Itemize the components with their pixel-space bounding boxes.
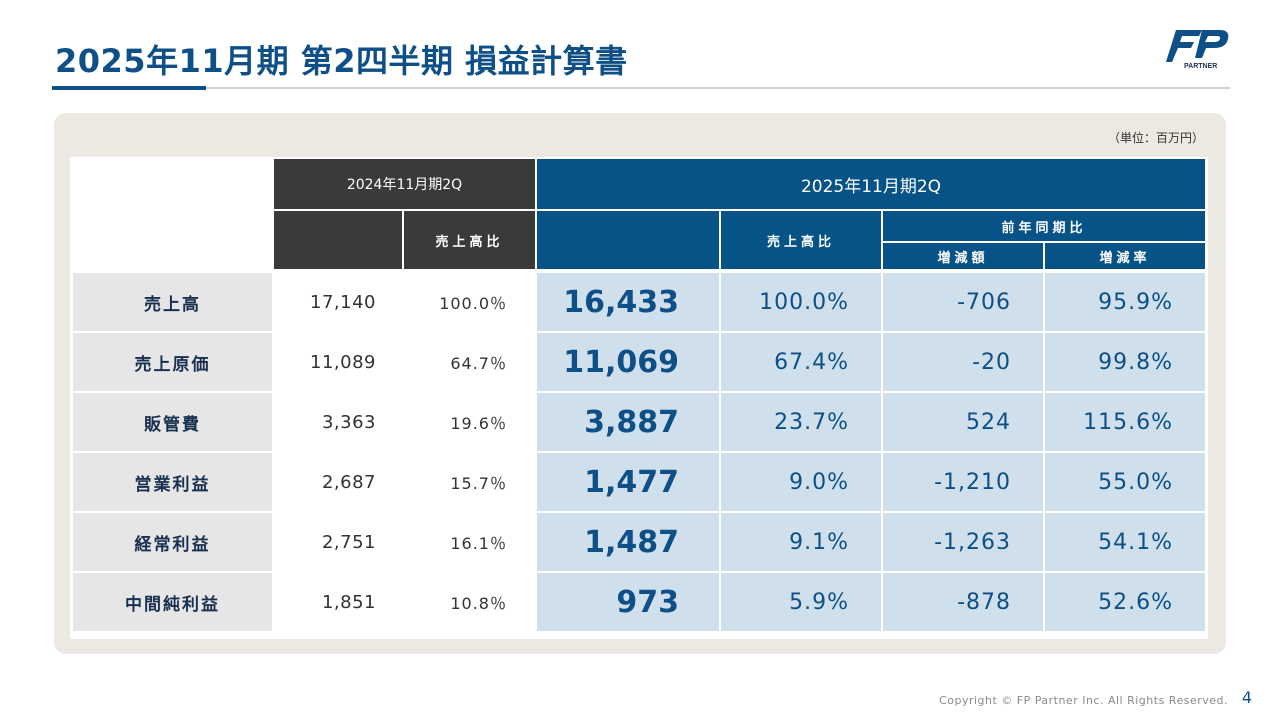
change-amount: -1,263 bbox=[883, 513, 1043, 571]
row-label: 売上高 bbox=[73, 273, 272, 331]
curr-ratio: 23.7% bbox=[721, 393, 881, 451]
prev-value: 2,751 bbox=[274, 513, 402, 571]
change-amount: -20 bbox=[883, 333, 1043, 391]
page-number: 4 bbox=[1241, 688, 1252, 707]
curr-ratio: 9.1% bbox=[721, 513, 881, 571]
row-label: 経常利益 bbox=[73, 513, 272, 571]
header-yoy: 前年同期比 bbox=[883, 211, 1205, 241]
change-rate: 95.9% bbox=[1045, 273, 1205, 331]
prev-value: 17,140 bbox=[274, 273, 402, 331]
prev-ratio: 10.8％ bbox=[404, 573, 535, 631]
change-amount: -1,210 bbox=[883, 453, 1043, 511]
row-label: 販管費 bbox=[73, 393, 272, 451]
header-change-rate: 増減率 bbox=[1045, 243, 1205, 269]
curr-value: 3,887 bbox=[537, 393, 719, 451]
change-rate: 52.6% bbox=[1045, 573, 1205, 631]
row-label: 営業利益 bbox=[73, 453, 272, 511]
header-prev-period: 2024年11月期2Q bbox=[274, 159, 535, 209]
prev-value: 11,089 bbox=[274, 333, 402, 391]
row-label: 売上原価 bbox=[73, 333, 272, 391]
header-prev-value-blank bbox=[274, 211, 402, 269]
curr-ratio: 5.9% bbox=[721, 573, 881, 631]
prev-ratio: 64.7％ bbox=[404, 333, 535, 391]
curr-value: 1,487 bbox=[537, 513, 719, 571]
header-prev-ratio: 売上高比 bbox=[404, 211, 535, 269]
income-statement-table: 2024年11月期2Q 売上高比 2025年11月期2Q 売上高比 前年同期比 … bbox=[70, 157, 1208, 639]
row-label: 中間純利益 bbox=[73, 573, 272, 631]
change-amount: -878 bbox=[883, 573, 1043, 631]
change-rate: 54.1% bbox=[1045, 513, 1205, 571]
change-rate: 115.6% bbox=[1045, 393, 1205, 451]
change-amount: 524 bbox=[883, 393, 1043, 451]
prev-ratio: 15.7％ bbox=[404, 453, 535, 511]
unit-label: （単位：百万円） bbox=[1107, 131, 1204, 145]
prev-value: 1,851 bbox=[274, 573, 402, 631]
curr-ratio: 100.0% bbox=[721, 273, 881, 331]
curr-value: 973 bbox=[537, 573, 719, 631]
copyright-footer: Copyright © FP Partner Inc. All Rights R… bbox=[939, 694, 1228, 707]
prev-ratio: 100.0％ bbox=[404, 273, 535, 331]
curr-value: 11,069 bbox=[537, 333, 719, 391]
title-accent-bar bbox=[52, 86, 206, 90]
prev-ratio: 16.1％ bbox=[404, 513, 535, 571]
curr-value: 1,477 bbox=[537, 453, 719, 511]
prev-ratio: 19.6％ bbox=[404, 393, 535, 451]
page-title: 2025年11月期 第2四半期 損益計算書 bbox=[55, 42, 628, 80]
header-change-amount: 増減額 bbox=[883, 243, 1043, 269]
prev-value: 3,363 bbox=[274, 393, 402, 451]
header-curr-value-blank bbox=[537, 211, 719, 269]
header-curr-ratio: 売上高比 bbox=[721, 211, 881, 269]
title-divider bbox=[52, 87, 1230, 89]
change-amount: -706 bbox=[883, 273, 1043, 331]
curr-ratio: 9.0% bbox=[721, 453, 881, 511]
change-rate: 99.8% bbox=[1045, 333, 1205, 391]
logo-subtext: PARTNER bbox=[1184, 63, 1217, 70]
prev-value: 2,687 bbox=[274, 453, 402, 511]
header-curr-period: 2025年11月期2Q bbox=[537, 159, 1205, 209]
curr-ratio: 67.4% bbox=[721, 333, 881, 391]
curr-value: 16,433 bbox=[537, 273, 719, 331]
fp-partner-logo-icon: PARTNER bbox=[1166, 30, 1229, 70]
change-rate: 55.0% bbox=[1045, 453, 1205, 511]
table-panel: （単位：百万円） 2024年11月期2Q 売上高比 2025年11月期2Q 売上… bbox=[54, 113, 1226, 654]
